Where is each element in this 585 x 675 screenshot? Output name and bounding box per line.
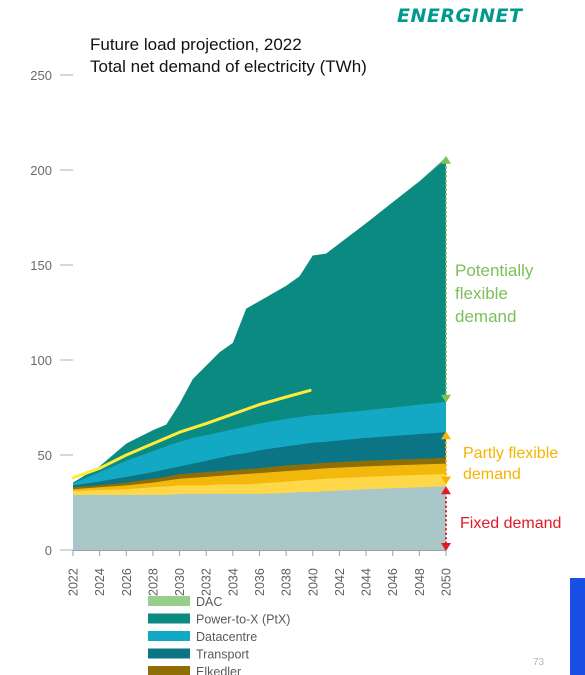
range-arrow-top-3 [441, 486, 451, 495]
legend-label-3: Datacentre [196, 630, 257, 644]
legend-swatch-5 [148, 666, 190, 675]
annotation-fixed-line-1: Fixed demand [460, 515, 561, 532]
legend-swatch-3 [148, 631, 190, 641]
chart-title: Future load projection, 2022 [90, 35, 302, 54]
stacked-areas [73, 156, 446, 550]
x-tick-label-2042: 2042 [333, 568, 347, 596]
x-tick-label-2046: 2046 [386, 568, 400, 596]
x-tick-label-2044: 2044 [360, 568, 374, 596]
x-axis: 2022 2024 2026 2028 2030 2032 2034 2036 2038 2040… [67, 550, 454, 596]
annotation-partly-flexible-line-1: Partly flexible [463, 445, 558, 462]
legend-label-4: Transport [196, 648, 250, 662]
legend-swatch-2 [148, 613, 190, 624]
legend: DAC Power-to-X (PtX) Datacentre Transport El… [148, 595, 290, 675]
legend-swatch-4 [148, 648, 190, 659]
legend-label-2: Power-to-X (PtX) [196, 613, 290, 627]
chart-subtitle: Total net demand of electricity (TWh) [90, 57, 367, 76]
x-tick-label-2032: 2032 [200, 568, 214, 596]
x-tick-label-2028: 2028 [146, 568, 160, 596]
x-tick-label-2050: 2050 [440, 568, 454, 596]
y-tick-label-0: 0 [45, 543, 52, 558]
trend-line [71, 388, 312, 480]
annotation-partly-flexible-line-2: demand [463, 466, 521, 483]
x-tick-label-2022: 2022 [67, 568, 81, 596]
x-tick-label-2048: 2048 [413, 568, 427, 596]
annotation-potentially-flexible-line-1: Potentially [455, 261, 534, 280]
y-tick-label-50: 50 [38, 448, 52, 463]
x-tick-label-2034: 2034 [226, 568, 240, 596]
trend-line-group [71, 388, 312, 480]
y-tick-label-150: 150 [30, 258, 52, 273]
x-tick-label-2038: 2038 [280, 568, 294, 596]
y-tick-label-200: 200 [30, 163, 52, 178]
y-axis: 0 50 100 150 200 250 [30, 68, 73, 558]
x-tick-label-2024: 2024 [93, 568, 107, 596]
y-tick-label-100: 100 [30, 353, 52, 368]
area-layer-1 [73, 486, 446, 550]
y-tick-label-250: 250 [30, 68, 52, 83]
legend-label-1: DAC [196, 595, 222, 609]
range-arrow-top-2 [441, 431, 451, 440]
range-arrow-bottom-2 [441, 476, 451, 485]
range-arrow-bottom-1 [441, 394, 451, 403]
page-number: 73 [533, 657, 545, 668]
range-arrow-top-1 [441, 155, 451, 164]
demand-brackets: Potentially flexible demand Partly flexible… [441, 155, 561, 551]
x-tick-label-2030: 2030 [173, 568, 187, 596]
x-tick-label-2040: 2040 [306, 568, 320, 596]
energinet-logo: ENERGINET [397, 5, 523, 27]
annotation-potentially-flexible-line-2: flexible [455, 284, 508, 303]
x-tick-label-2036: 2036 [253, 568, 267, 596]
chart-title-block: Future load projection, 2022 Total net d… [90, 34, 367, 78]
legend-swatch-1 [148, 596, 190, 606]
x-tick-label-2026: 2026 [120, 568, 134, 596]
range-arrow-bottom-3 [441, 543, 451, 551]
annotation-potentially-flexible-line-3: demand [455, 307, 516, 326]
legend-label-5: Elkedler [196, 665, 241, 675]
accent-bar [570, 578, 585, 675]
